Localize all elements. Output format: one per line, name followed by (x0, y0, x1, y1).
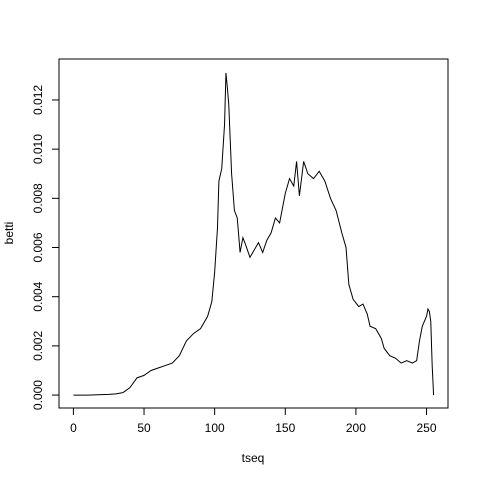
y-tick-label: 0.010 (31, 134, 45, 164)
line-series (73, 72, 435, 396)
y-tick-label: 0.008 (31, 183, 45, 213)
y-tick-label: 0.006 (31, 232, 45, 262)
x-tick-label: 50 (137, 421, 151, 435)
y-tick-label: 0.012 (31, 85, 45, 115)
x-tick-label: 100 (205, 421, 225, 435)
x-tick-label: 150 (275, 421, 295, 435)
x-tick-label: 0 (70, 421, 77, 435)
x-tick-label: 200 (346, 421, 366, 435)
x-tick-label: 250 (417, 421, 437, 435)
y-tick-label: 0.000 (31, 380, 45, 410)
y-tick-label: 0.004 (31, 281, 45, 311)
x-axis-label: tseq (242, 451, 265, 465)
y-tick-label: 0.002 (31, 331, 45, 361)
y-axis-label: betti (2, 222, 16, 245)
